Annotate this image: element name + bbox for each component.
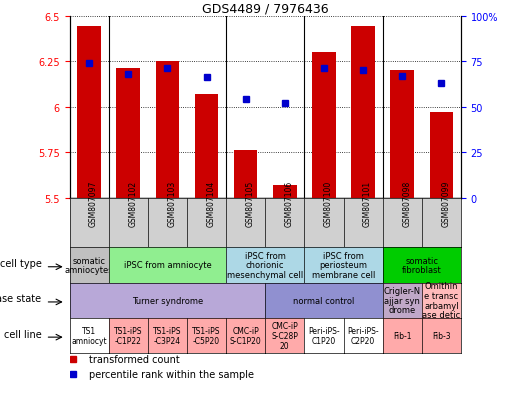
Text: somatic
fibroblast: somatic fibroblast: [402, 256, 442, 275]
Text: transformed count: transformed count: [89, 354, 180, 364]
Text: TS1-iPS
-C5P20: TS1-iPS -C5P20: [192, 326, 221, 345]
Text: GSM807099: GSM807099: [441, 180, 450, 226]
Text: GSM807101: GSM807101: [363, 180, 372, 226]
Text: Omithin
e transc
arbamyl
ase detic: Omithin e transc arbamyl ase detic: [422, 281, 460, 320]
Bar: [195, 95, 218, 198]
Text: GSM807105: GSM807105: [246, 180, 254, 226]
Text: cell type: cell type: [0, 259, 42, 268]
Text: TS1-iPS
-C3P24: TS1-iPS -C3P24: [153, 326, 182, 345]
Bar: [156, 62, 179, 198]
Text: Peri-iPS-
C2P20: Peri-iPS- C2P20: [347, 326, 379, 345]
Bar: [116, 69, 140, 198]
Text: somatic
amniocytes: somatic amniocytes: [65, 256, 113, 275]
Bar: [77, 27, 101, 198]
Text: iPSC from
periosteum
membrane cell: iPSC from periosteum membrane cell: [312, 251, 375, 280]
Text: TS1
amniocyt: TS1 amniocyt: [71, 326, 107, 345]
Text: iPSC from
chorionic
mesenchymal cell: iPSC from chorionic mesenchymal cell: [227, 251, 303, 280]
Bar: [273, 185, 297, 198]
Text: GSM807103: GSM807103: [167, 180, 176, 226]
Bar: [351, 27, 375, 198]
Text: CMC-iP
S-C28P
20: CMC-iP S-C28P 20: [271, 321, 298, 350]
Text: GSM807106: GSM807106: [285, 180, 294, 226]
Bar: [430, 113, 453, 198]
Text: GSM807102: GSM807102: [128, 180, 137, 226]
Text: GSM807097: GSM807097: [89, 180, 98, 226]
Text: disease state: disease state: [0, 294, 42, 304]
Text: GSM807100: GSM807100: [324, 180, 333, 226]
Text: GSM807104: GSM807104: [207, 180, 215, 226]
Bar: [312, 53, 336, 198]
Text: normal control: normal control: [293, 296, 355, 305]
Text: cell line: cell line: [4, 329, 42, 339]
Text: GSM807098: GSM807098: [402, 180, 411, 226]
Text: iPSC from amniocyte: iPSC from amniocyte: [124, 261, 211, 270]
Text: Fib-3: Fib-3: [432, 331, 451, 340]
Text: Crigler-N
ajjar syn
drome: Crigler-N ajjar syn drome: [384, 286, 421, 315]
Text: percentile rank within the sample: percentile rank within the sample: [89, 369, 254, 379]
Text: Peri-iPS-
C1P20: Peri-iPS- C1P20: [308, 326, 340, 345]
Text: CMC-iP
S-C1P20: CMC-iP S-C1P20: [230, 326, 262, 345]
Bar: [234, 151, 258, 198]
Title: GDS4489 / 7976436: GDS4489 / 7976436: [202, 2, 329, 15]
Text: Fib-1: Fib-1: [393, 331, 411, 340]
Bar: [390, 71, 414, 198]
Text: Turner syndrome: Turner syndrome: [132, 296, 203, 305]
Text: TS1-iPS
-C1P22: TS1-iPS -C1P22: [114, 326, 143, 345]
